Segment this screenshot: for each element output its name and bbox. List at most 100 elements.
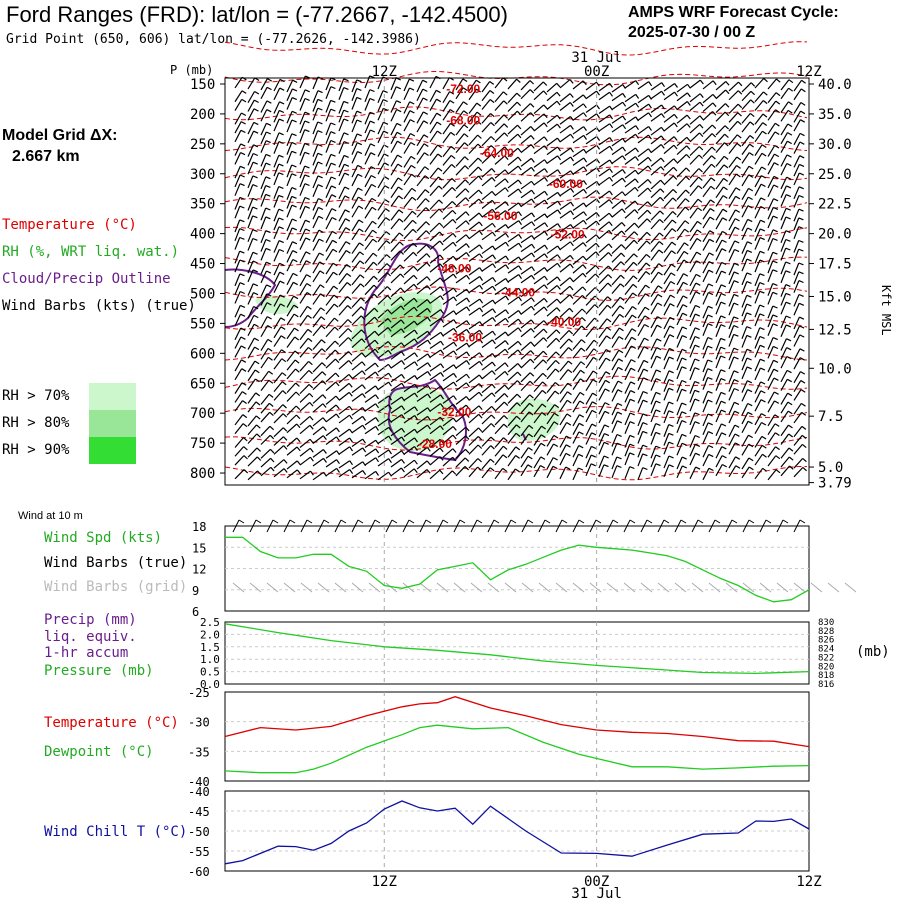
wind-barb (299, 283, 308, 295)
wind-barb-flag (723, 164, 729, 169)
wind-barb-flag (647, 165, 652, 171)
wind-barb-flag (734, 433, 740, 437)
wind-barb-flag (478, 221, 483, 227)
wind-barb-flag (695, 291, 701, 295)
wind-barb-flag (544, 244, 548, 250)
wind-barb (429, 456, 441, 466)
wind-barb (572, 339, 582, 350)
wind-barb (442, 287, 454, 297)
pressure-ytick: 816 (818, 680, 834, 690)
wind-barb (689, 185, 699, 197)
wind-barb (611, 230, 623, 241)
wind-barb-flag (720, 284, 727, 288)
wind-barb-flag (594, 304, 599, 309)
wind-barb-flag (733, 316, 739, 320)
wind-barb (429, 340, 442, 350)
wind-barb-flag (774, 423, 780, 427)
wind-barb (650, 104, 662, 114)
wind-barb-flag (304, 196, 310, 200)
time-tick-top: 12Z (372, 64, 397, 80)
wind-barb-flag (556, 298, 561, 304)
wind-barb (403, 101, 411, 114)
wind-barb (715, 231, 723, 244)
wind-barb (689, 260, 697, 273)
wind-barb-flag (491, 208, 496, 214)
wind-barb-flag (254, 346, 260, 351)
wind-barb (390, 163, 399, 176)
windchill-ytick: -60 (188, 865, 210, 879)
wind-barb-flag (362, 416, 366, 421)
wind-barb (741, 295, 748, 308)
wind-barb-flag (658, 249, 664, 254)
wind-barb (455, 266, 467, 275)
wind-barb (260, 194, 267, 207)
wind-barb (611, 420, 618, 433)
wind-barb (676, 326, 683, 340)
wind-barb (559, 170, 572, 179)
wind-barb (247, 91, 256, 104)
wind-barb-flag (707, 305, 713, 309)
wind-barb-flag (801, 411, 807, 416)
wind-barb-flag (682, 326, 688, 330)
wind-barb-flag (304, 142, 310, 146)
wind-barb (650, 432, 657, 445)
wind-barb (598, 243, 610, 254)
wind-barb (273, 240, 280, 253)
wind-barb (741, 241, 748, 254)
wind-barb (455, 133, 465, 145)
wind-barb (754, 445, 763, 457)
wind-barb (572, 80, 584, 90)
wind-barb (520, 189, 532, 199)
surface-barb-true (385, 519, 393, 533)
wind-barb-flag (477, 143, 482, 148)
wind-barb (468, 427, 479, 438)
wind-barb-flag (452, 209, 457, 215)
pressure-line (224, 623, 810, 675)
wind-barb (416, 79, 424, 93)
wind-barb (247, 424, 257, 436)
wind-barb-flag (466, 306, 471, 312)
wind-barb-flag (644, 293, 650, 297)
wind-barb-flag (630, 367, 636, 372)
surface-barb-grid (300, 582, 313, 593)
pressure-tick: 800 (190, 466, 215, 482)
wind-barb-flag (629, 466, 635, 470)
wind-barb (260, 425, 271, 437)
wind-barb-flag (707, 376, 713, 380)
wind-barb (533, 190, 546, 200)
wind-barb (585, 212, 597, 221)
wind-barb (364, 293, 375, 304)
wind-barb (260, 448, 271, 459)
wind-barb (364, 371, 376, 381)
wind-barb (572, 445, 580, 458)
wind-barb (533, 328, 545, 339)
wind-barb (520, 235, 533, 244)
wind-barb (611, 411, 618, 425)
wind-barb (429, 240, 441, 251)
wind-barb-flag (570, 156, 574, 162)
wind-barb (572, 414, 580, 427)
wind-barb (598, 433, 605, 446)
wind-barb (403, 297, 415, 307)
wind-barb (325, 108, 332, 122)
wind-barb-flag (344, 195, 350, 199)
wind-barb (442, 255, 454, 265)
wind-barb-flag (374, 339, 379, 345)
wind-barb-flag (361, 329, 366, 334)
wind-barb-flag (423, 143, 429, 147)
wind-barb (702, 146, 713, 158)
wind-barb-flag (385, 240, 391, 245)
wind-barb-flag (631, 314, 637, 319)
wind-barb (364, 175, 372, 188)
wind-barb (312, 435, 324, 444)
wind-barb (663, 188, 674, 200)
wind-barb (481, 467, 491, 479)
wind-barb-flag (620, 244, 626, 249)
wind-barb (234, 152, 242, 165)
wind-barb-flag (345, 250, 351, 254)
precip-label: Precip (mm) (44, 612, 137, 628)
wind-barb-flag (384, 162, 390, 166)
wind-barb (312, 394, 324, 404)
isotherm-label: -60.00 (549, 177, 583, 191)
surface-barb-true-flag (340, 519, 347, 524)
